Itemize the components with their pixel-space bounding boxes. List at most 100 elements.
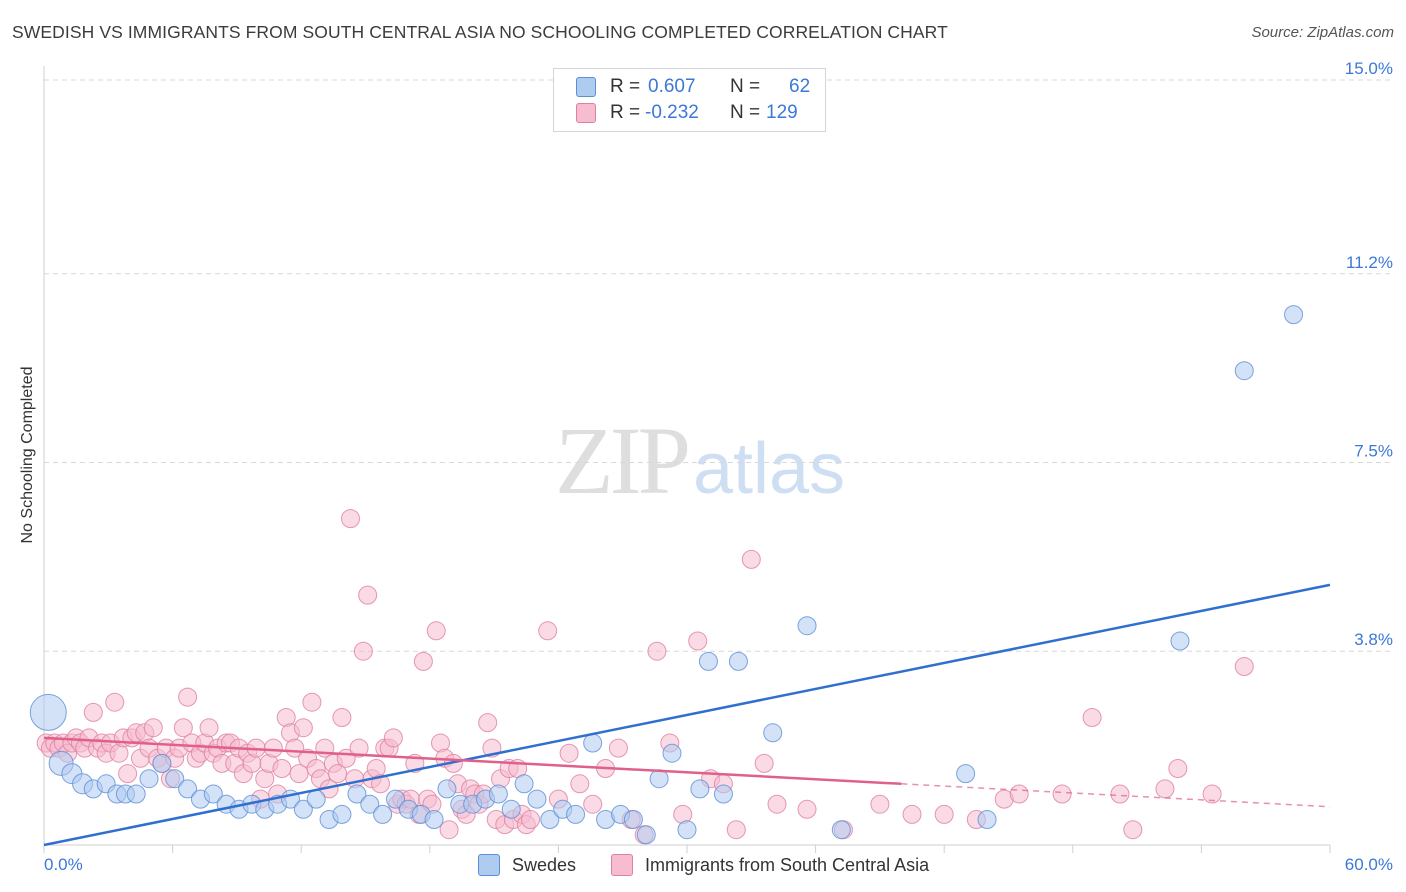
swedes-point [139,769,159,789]
swedes-point [623,810,643,829]
immigrants-point [1234,657,1254,676]
swedes-point [1234,361,1254,381]
immigrants-point [371,774,391,794]
immigrants-point [173,718,193,738]
legend-r-label: R = [610,102,641,123]
immigrants-point [688,631,708,651]
immigrants-point [289,764,309,784]
swedes-point [831,820,851,840]
swedes-point [713,784,733,804]
immigrants-point [328,764,348,784]
immigrants-point [608,738,628,758]
swedes-point [347,784,367,804]
immigrants-point [741,549,761,569]
swedes-point [424,810,444,829]
immigrants-point [559,743,579,763]
y-tick-label: 11.2% [1346,253,1393,272]
legend-label-immigrants: Immigrants from South Central Asia [645,854,930,875]
immigrants-point [1110,784,1130,804]
swedes-point [763,723,783,743]
swedes-point [437,779,457,799]
swedes-point [306,789,326,809]
legend-swatch-immigrants [611,854,633,876]
swedes-point [677,820,697,840]
immigrants-point [754,753,774,773]
immigrants-point [934,804,954,824]
immigrants-point [726,820,746,840]
legend-n-label: N = [730,102,761,123]
swedes-point [203,784,223,804]
immigrants-point [583,794,603,814]
immigrants-point [105,692,125,712]
immigrants-point [199,718,219,738]
immigrants-point [1168,759,1188,778]
immigrants-point [797,799,817,819]
immigrants-point [767,794,787,814]
tick-labels: 3.8% 7.5% 11.2% 15.0% 0.0% 60.0% [44,59,1393,874]
swedes-point [178,779,198,799]
immigrants-point [570,774,590,794]
immigrants-point [353,641,373,661]
immigrants-point [1155,779,1175,799]
source-label: Source: ZipAtlas.com [1251,24,1394,41]
immigrants-point [439,820,459,840]
swedes-point [956,764,976,784]
immigrants-point [143,718,163,738]
swedes-point [152,753,172,773]
immigrants-point [1052,784,1072,804]
trend-layer [43,583,1331,847]
legend-swatch-swedes [478,854,500,876]
immigrants-trendline [43,736,902,786]
legend-r-label: R = [610,76,641,97]
legend-item-immigrants: Immigrants from South Central Asia [611,852,929,878]
immigrants-point [263,738,283,758]
x-tick-label: 60.0% [1345,855,1393,874]
immigrants-point [349,738,369,758]
immigrants-point [83,702,103,722]
swedes-point [360,794,380,814]
immigrants-point [1009,784,1029,804]
swedes-point [527,789,547,809]
grid-layer [44,79,1390,652]
legend-swatch-immigrants [576,103,596,123]
swedes-points [29,305,1304,845]
swedes-point [386,789,406,809]
immigrants-point [1202,784,1222,804]
swedes-point [566,804,586,824]
legend-r-value: -0.232 [645,102,699,123]
axis-layer [43,66,1331,853]
swedes-point [1170,631,1190,651]
swedes-point [332,804,352,824]
immigrants-point [538,621,558,641]
swedes-point [583,733,603,753]
chart-title: SWEDISH VS IMMIGRANTS FROM SOUTH CENTRAL… [12,22,948,42]
swedes-point [690,779,710,799]
swedes-point [373,804,393,824]
legend-n-value: 129 [766,102,798,123]
x-tick-label: 0.0% [44,855,83,874]
swedes-point [29,693,67,731]
series-legend: Swedes Immigrants from South Central Asi… [0,852,1406,878]
immigrants-point [870,794,890,814]
legend-n-value: 62 [789,76,811,97]
y-tick-label: 15.0% [1345,59,1393,78]
immigrants-point [302,692,322,712]
immigrants-point [340,509,360,529]
legend-item-swedes: Swedes [478,852,576,878]
swedes-point [662,743,682,763]
immigrants-point [902,804,922,824]
swedes-point [636,825,656,845]
immigrants-point [358,585,378,605]
swedes-point [514,774,534,794]
swedes-point [1284,305,1304,325]
correlation-legend: R = 0.607 N = 62 R = -0.232 N = 129 [553,68,826,132]
swedes-point [797,616,817,636]
immigrants-point [178,687,198,707]
y-tick-label: 7.5% [1354,442,1393,461]
legend-row-swedes: R = 0.607 N = 62 [554,74,825,100]
swedes-point [698,651,718,671]
immigrants-trendline-extension [901,783,1331,808]
immigrants-point [293,718,313,738]
immigrants-point [426,621,446,641]
